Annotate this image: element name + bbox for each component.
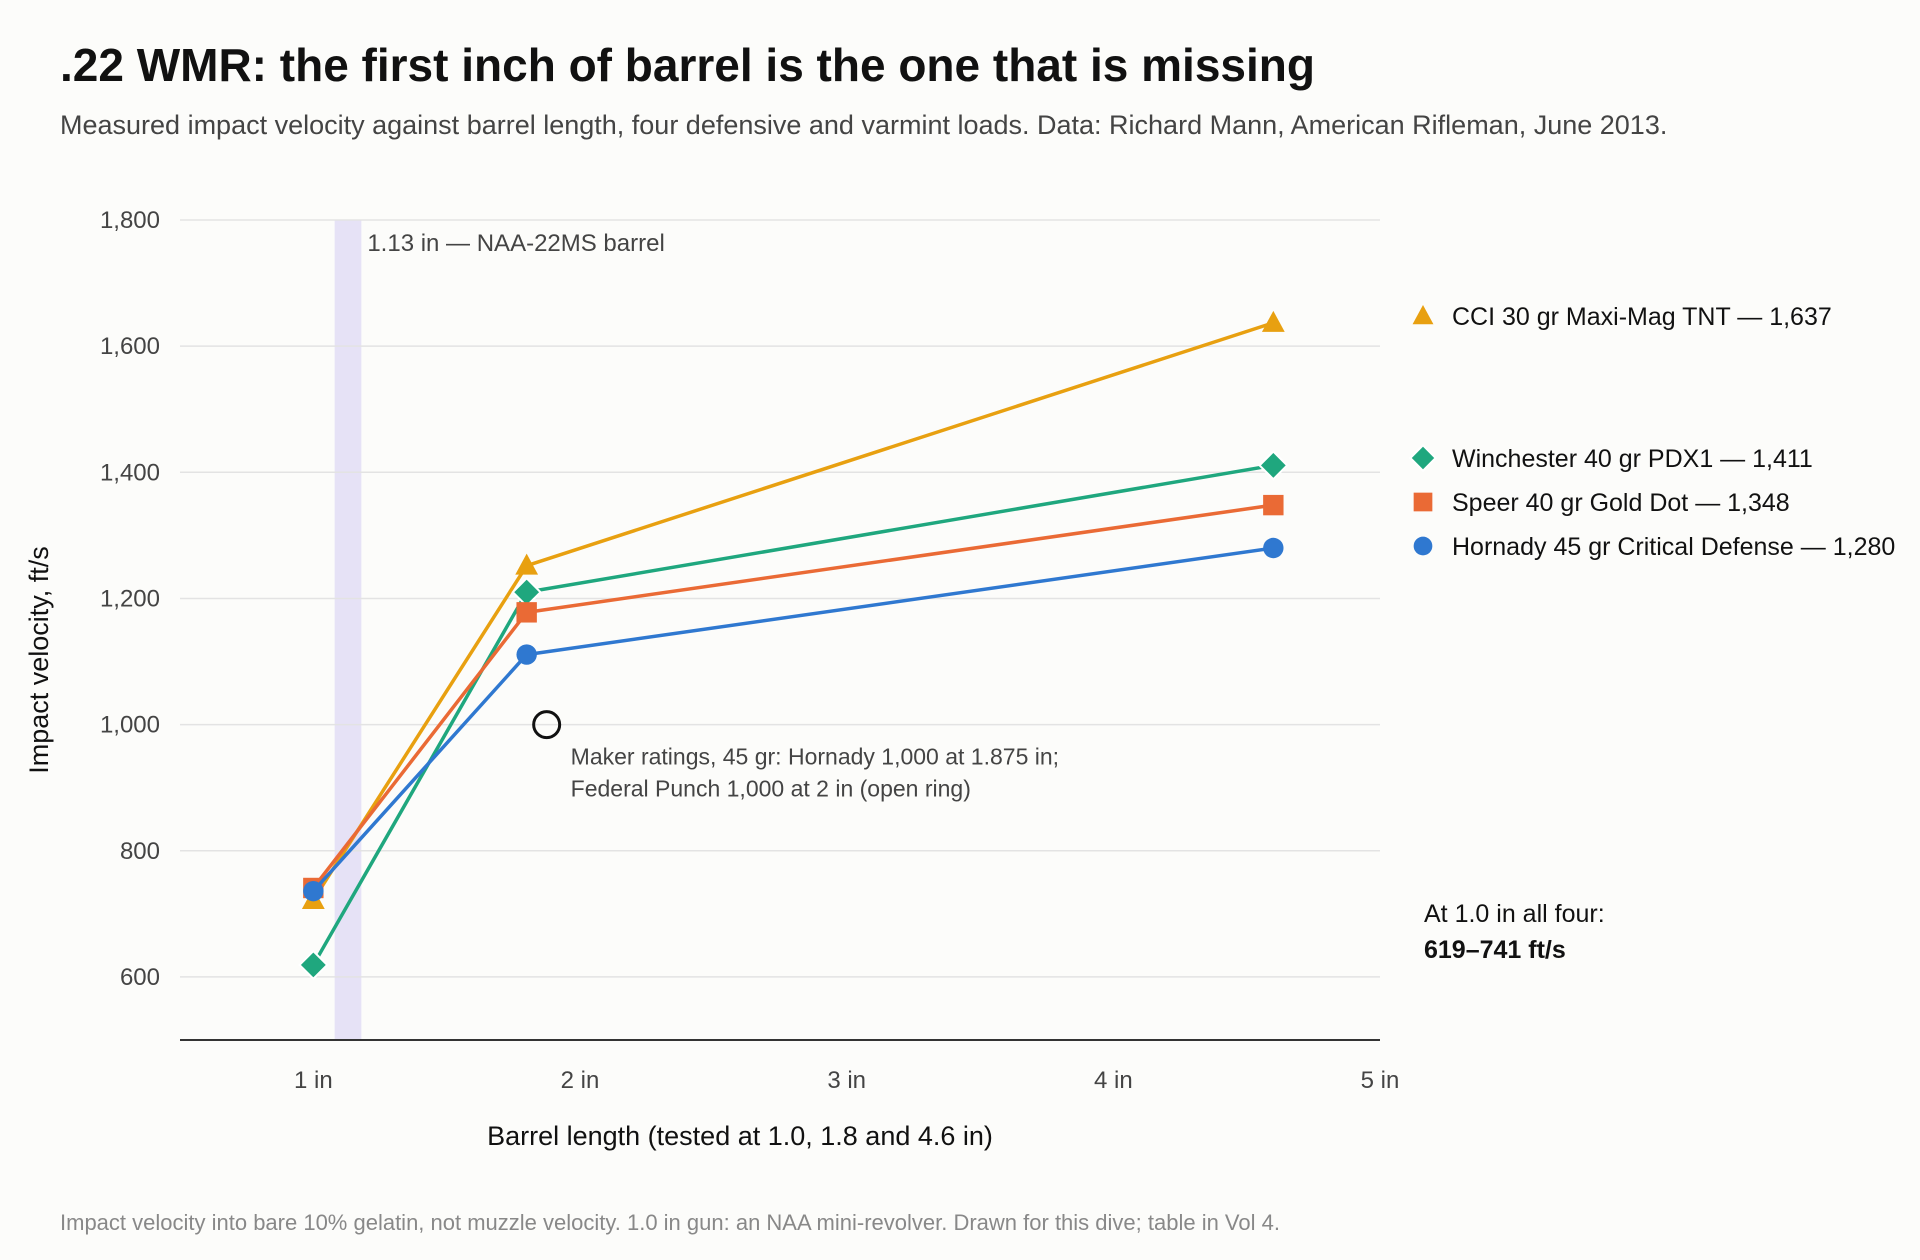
chart-subtitle: Measured impact velocity against barrel … — [60, 110, 1668, 140]
y-tick-label: 800 — [120, 838, 160, 865]
legend-label: Speer 40 gr Gold Dot — 1,348 — [1452, 489, 1790, 517]
y-tick-label: 1,600 — [100, 333, 160, 360]
y-grid — [180, 219, 1380, 978]
data-point-circle — [303, 880, 324, 902]
x-tick-labels: 1 in 2 in 3 in 4 in 5 in — [294, 1067, 1399, 1094]
data-point-square — [1263, 494, 1284, 516]
data-point-circle — [1263, 537, 1284, 559]
legend-label: Winchester 40 gr PDX1 — 1,411 — [1452, 445, 1813, 473]
series-square — [303, 494, 1284, 899]
barrel-highlight-band — [334, 220, 362, 1040]
x-axis-label: Barrel length (tested at 1.0, 1.8 and 4.… — [487, 1121, 993, 1151]
legend-label: Hornady 45 gr Critical Defense — 1,280 — [1452, 533, 1895, 561]
legend-marker-triangle — [1412, 305, 1434, 325]
legend-label: CCI 30 gr Maxi-Mag TNT — 1,637 — [1452, 303, 1832, 331]
legend-item: Speer 40 gr Gold Dot — 1,348 — [1413, 489, 1790, 517]
series-diamond — [298, 450, 1289, 981]
y-axis-label: Impact velocity, ft/s — [24, 546, 54, 774]
legend-marker-circle — [1413, 536, 1433, 556]
side-note-line1: At 1.0 in all four: — [1424, 900, 1605, 928]
data-point-triangle — [1261, 310, 1285, 332]
band-label: 1.13 in — NAA-22MS barrel — [367, 230, 664, 257]
x-tick-label: 5 in — [1361, 1067, 1400, 1094]
legend: CCI 30 gr Maxi-Mag TNT — 1,637 Winchester… — [1408, 303, 1895, 561]
maker-rating-label-line1: Maker ratings, 45 gr: Hornady 1,000 at 1… — [571, 744, 1059, 770]
x-tick-label: 2 in — [561, 1067, 600, 1094]
series-line — [311, 503, 1274, 890]
series-line — [311, 463, 1274, 966]
y-tick-label: 600 — [120, 964, 160, 991]
series-group — [298, 310, 1289, 981]
maker-rating-label-line2: Federal Punch 1,000 at 2 in (open ring) — [571, 776, 971, 802]
data-point-diamond — [298, 949, 329, 981]
legend-item: Hornady 45 gr Critical Defense — 1,280 — [1413, 533, 1895, 561]
legend-marker-diamond — [1408, 443, 1438, 473]
data-point-square — [516, 602, 537, 623]
series-circle — [303, 537, 1284, 902]
side-note-line2: 619–741 ft/s — [1424, 936, 1566, 964]
data-point-diamond — [1258, 450, 1289, 481]
data-point-circle — [516, 644, 537, 665]
y-tick-label: 1,200 — [100, 585, 160, 612]
chart-title: .22 WMR: the first inch of barrel is the… — [60, 39, 1315, 91]
y-tick-labels: 600 800 1,000 1,200 1,400 1,600 1,800 — [100, 207, 160, 991]
legend-item: CCI 30 gr Maxi-Mag TNT — 1,637 — [1412, 303, 1832, 331]
series-line — [312, 546, 1274, 893]
y-tick-label: 1,400 — [100, 459, 160, 486]
x-tick-label: 3 in — [827, 1067, 866, 1094]
series-triangle — [301, 310, 1285, 909]
x-tick-label: 1 in — [294, 1067, 333, 1094]
maker-rating-ring — [532, 710, 562, 740]
footnote: Impact velocity into bare 10% gelatin, n… — [60, 1210, 1280, 1235]
y-tick-label: 1,000 — [100, 712, 160, 739]
data-point-triangle — [515, 553, 539, 575]
y-tick-label: 1,800 — [100, 207, 160, 234]
series-line — [311, 321, 1274, 901]
x-tick-label: 4 in — [1094, 1067, 1133, 1094]
legend-item: Winchester 40 gr PDX1 — 1,411 — [1408, 443, 1813, 473]
legend-marker-square — [1413, 492, 1433, 512]
